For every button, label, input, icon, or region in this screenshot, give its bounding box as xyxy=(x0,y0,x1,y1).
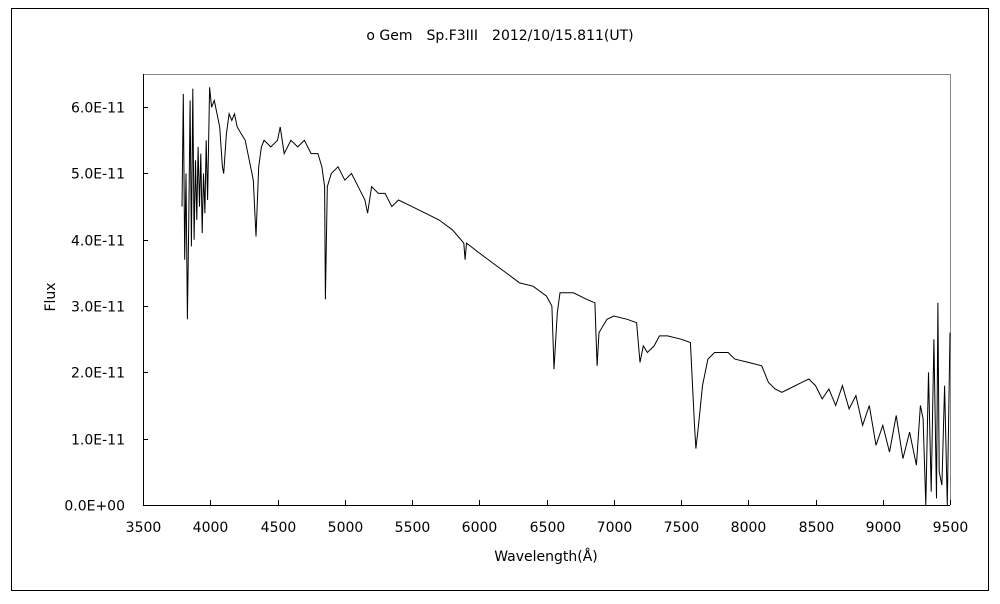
y-axis-label: Flux xyxy=(43,282,59,311)
y-tick-label: 2.0E-11 xyxy=(71,366,125,382)
x-tick-label: 7500 xyxy=(664,520,700,536)
x-tick-label: 4000 xyxy=(193,520,229,536)
x-tick-label: 5500 xyxy=(395,520,431,536)
chart-title: ο Gem Sp.F3III 2012/10/15.811(UT) xyxy=(366,28,633,44)
y-tick-label: 6.0E-11 xyxy=(71,101,125,117)
plot-area xyxy=(143,74,951,506)
x-tick-label: 9000 xyxy=(866,520,902,536)
spectrum-line xyxy=(181,87,951,506)
x-tick-label: 6500 xyxy=(530,520,566,536)
y-tick-label: 4.0E-11 xyxy=(71,234,125,250)
x-tick-label: 5000 xyxy=(328,520,364,536)
y-tick-label: 0.0E+00 xyxy=(64,499,125,515)
y-tick-label: 3.0E-11 xyxy=(71,300,125,316)
x-tick-label: 9500 xyxy=(933,520,969,536)
x-tick-label: 8500 xyxy=(799,520,835,536)
x-tick-label: 3500 xyxy=(126,520,162,536)
y-tick-label: 1.0E-11 xyxy=(71,433,125,449)
x-tick-label: 4500 xyxy=(261,520,297,536)
x-axis-label: Wavelength(Å) xyxy=(494,548,598,565)
y-tick-label: 5.0E-11 xyxy=(71,167,125,183)
x-tick-label: 8000 xyxy=(731,520,767,536)
x-tick-label: 6000 xyxy=(462,520,498,536)
x-tick-label: 7000 xyxy=(597,520,633,536)
chart-border xyxy=(11,8,989,591)
